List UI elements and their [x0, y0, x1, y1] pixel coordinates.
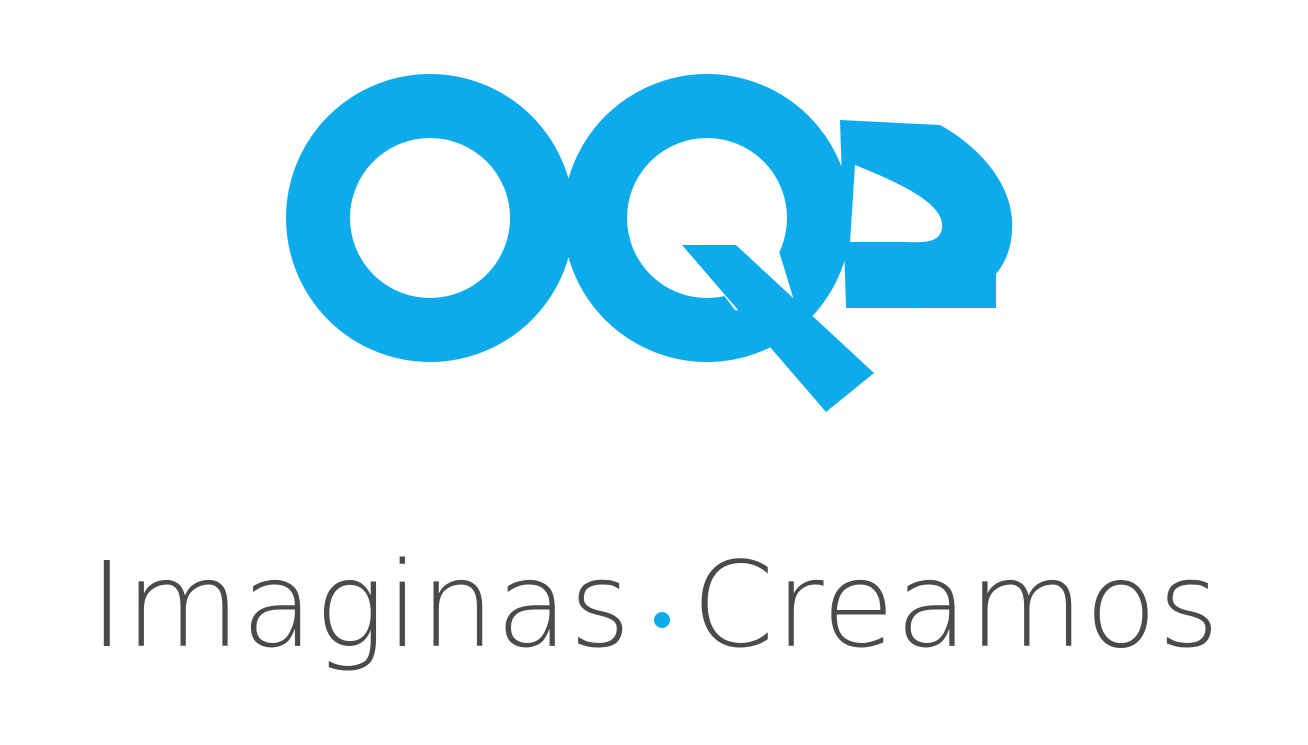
oq2-logo: [286, 74, 1013, 412]
tagline: Imaginas Creamos: [80, 535, 1230, 675]
tagline-first-word: Imaginas: [89, 536, 632, 674]
tagline-second-word: Creamos: [691, 536, 1221, 674]
logo-q-tail: [682, 245, 874, 412]
logo-letter-q: [563, 74, 851, 362]
logo-letter-o: [286, 74, 574, 362]
tagline-separator-dot: [653, 612, 670, 628]
